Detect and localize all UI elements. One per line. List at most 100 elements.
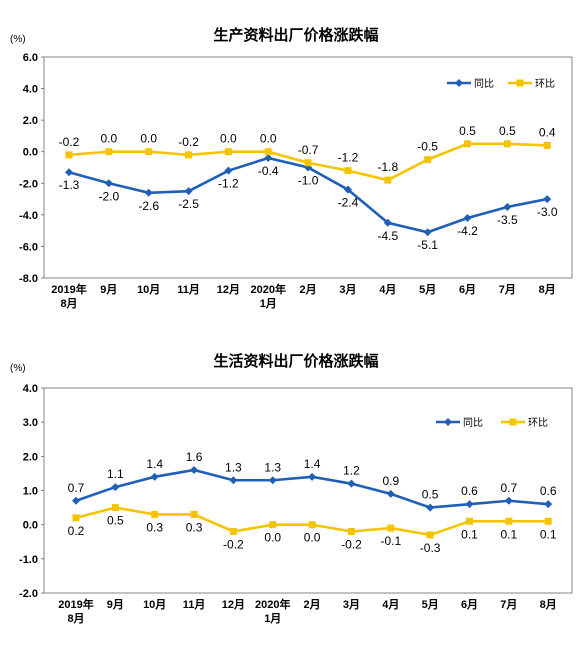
data-point — [151, 510, 159, 518]
data-point — [503, 140, 511, 148]
data-point — [65, 151, 73, 159]
x-tick-label: 7月 — [500, 598, 517, 611]
legend-marker — [509, 418, 517, 426]
data-point — [308, 472, 317, 481]
x-tick-label: 4月 — [382, 598, 399, 611]
data-label: 0.7 — [501, 481, 518, 495]
y-tick-label: 6.0 — [23, 52, 38, 64]
data-point — [150, 472, 159, 481]
data-point — [464, 140, 471, 148]
y-tick-label: 2.0 — [23, 115, 38, 127]
x-tick-label: 1月 — [260, 297, 277, 310]
data-label: 0.5 — [459, 124, 476, 138]
data-point — [65, 168, 73, 177]
data-point — [387, 524, 395, 532]
data-point — [463, 214, 472, 223]
data-point — [111, 504, 119, 512]
data-point — [344, 167, 352, 175]
x-tick-label: 2020年 — [255, 597, 290, 611]
x-tick-label: 7月 — [499, 283, 516, 296]
data-point — [264, 154, 273, 163]
data-point — [268, 476, 277, 485]
legend-label: 同比 — [463, 417, 483, 429]
data-label: -1.2 — [338, 151, 359, 165]
data-label: 0.5 — [422, 488, 439, 502]
data-point — [347, 479, 356, 488]
data-point — [104, 179, 113, 188]
data-label: 1.3 — [264, 460, 281, 474]
y-tick-label: 4.0 — [23, 84, 38, 96]
y-tick-label: 0.0 — [23, 520, 38, 532]
chart-production-materials: 生产资料出厂价格涨跌幅 (%) 6.0 4.0 2.0 0.0 -2.0 -4.0 -6.0… — [10, 26, 573, 310]
data-point — [386, 489, 395, 498]
data-label: -1.8 — [377, 160, 398, 174]
chart-living-materials: 生活资料出厂价格涨跌幅 (%) 4.0 3.0 2.0 1.0 0.0 -1.0 -2.0 2… — [10, 352, 573, 625]
data-point — [190, 510, 198, 518]
data-label: 0.0 — [101, 132, 118, 146]
data-point — [384, 176, 392, 184]
chart-title: 生活资料出厂价格涨跌幅 — [213, 352, 378, 370]
data-point — [105, 148, 113, 156]
data-point — [426, 531, 434, 539]
data-point — [304, 159, 312, 167]
data-label: 1.6 — [186, 450, 203, 464]
data-label: -0.5 — [417, 140, 438, 154]
data-label: -0.3 — [420, 541, 441, 555]
x-tick-label: 6月 — [461, 598, 478, 611]
data-point — [264, 148, 272, 156]
data-label: -0.2 — [341, 538, 362, 552]
data-label: 0.6 — [461, 484, 478, 498]
data-point — [145, 148, 153, 156]
data-label: -4.5 — [377, 229, 398, 243]
data-point — [72, 514, 80, 522]
data-point — [466, 517, 473, 525]
data-point — [144, 188, 153, 197]
data-label: 0.6 — [540, 484, 557, 498]
data-label: 0.0 — [304, 531, 321, 545]
x-tick-label: 5月 — [422, 598, 439, 611]
x-tick-label: 8月 — [540, 598, 557, 611]
y-unit-label: (%) — [10, 363, 26, 374]
y-unit-label: (%) — [10, 34, 26, 45]
y-tick-label: 3.0 — [23, 417, 38, 429]
data-point — [503, 202, 512, 211]
data-label: -3.5 — [497, 213, 518, 227]
y-tick-label: -6.0 — [19, 241, 38, 253]
data-point — [347, 528, 355, 535]
chart-title: 生产资料出厂价格涨跌幅 — [213, 26, 378, 44]
legend-marker — [516, 79, 524, 87]
y-tick-label: -2.0 — [19, 178, 38, 190]
data-point — [543, 195, 552, 204]
data-label: -0.2 — [178, 135, 199, 149]
data-label: -2.0 — [99, 189, 120, 203]
data-label: 0.9 — [382, 474, 399, 488]
data-label: 1.2 — [343, 464, 360, 478]
data-point — [424, 156, 432, 164]
x-tick-label: 11月 — [183, 598, 206, 611]
data-label: -0.2 — [59, 135, 80, 149]
data-point — [504, 496, 513, 505]
y-tick-label: -8.0 — [19, 273, 38, 285]
data-point — [269, 521, 277, 529]
data-point — [224, 166, 233, 175]
data-label: 0.5 — [107, 514, 124, 528]
data-point — [184, 187, 193, 196]
data-label: -1.0 — [298, 174, 319, 188]
x-tick-label: 12月 — [217, 283, 240, 296]
data-label: -2.4 — [338, 196, 359, 210]
data-point — [426, 503, 435, 512]
data-label: 0.1 — [461, 527, 478, 541]
data-label: -1.3 — [59, 178, 80, 192]
x-tick-label: 4月 — [379, 283, 396, 296]
data-label: -4.2 — [457, 224, 478, 238]
data-label: 0.0 — [260, 132, 277, 146]
y-tick-label: -2.0 — [19, 588, 38, 600]
data-point — [308, 521, 316, 529]
y-tick-label: 1.0 — [23, 486, 38, 498]
data-label: 1.4 — [146, 457, 163, 471]
data-point — [229, 528, 237, 535]
data-label: 0.4 — [539, 125, 556, 139]
data-label: 0.1 — [501, 527, 518, 541]
data-label: -0.2 — [223, 538, 244, 552]
data-point — [383, 218, 392, 227]
